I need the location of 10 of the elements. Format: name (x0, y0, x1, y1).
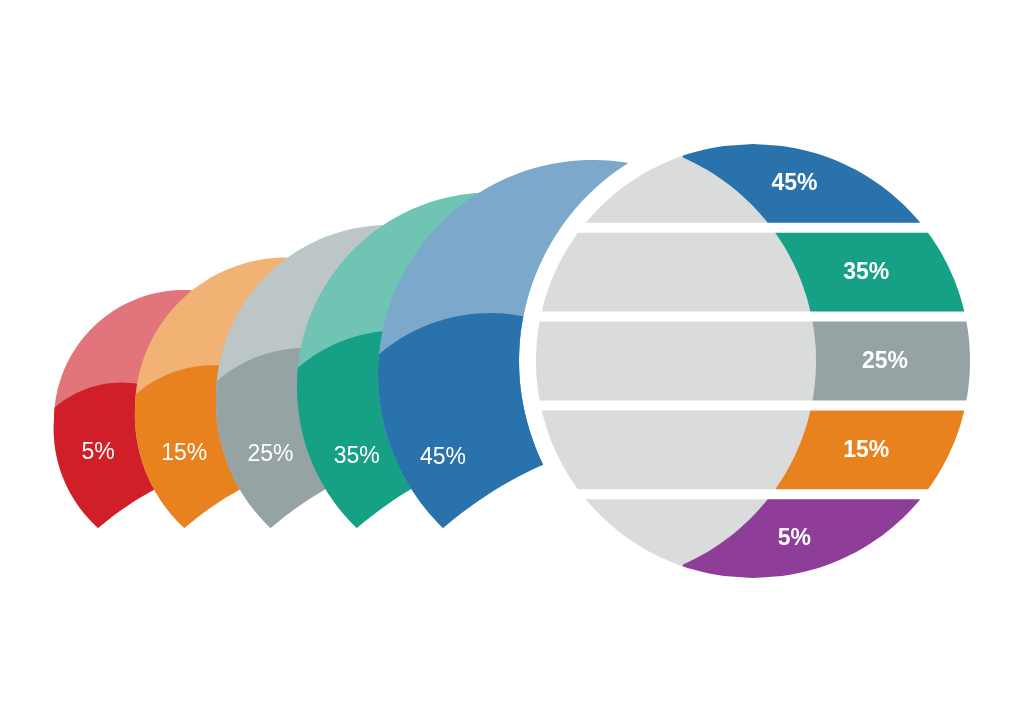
data-label: 5% (81, 437, 115, 464)
data-label: 15% (161, 439, 208, 465)
data-label: 35% (843, 257, 890, 284)
data-label: 45% (771, 169, 818, 196)
data-label: 35% (333, 441, 380, 468)
data-label: 5% (777, 524, 812, 551)
data-label: 25% (247, 440, 294, 467)
data-label: 25% (861, 346, 908, 373)
data-label: 45% (419, 442, 467, 469)
data-label: 15% (843, 435, 890, 462)
